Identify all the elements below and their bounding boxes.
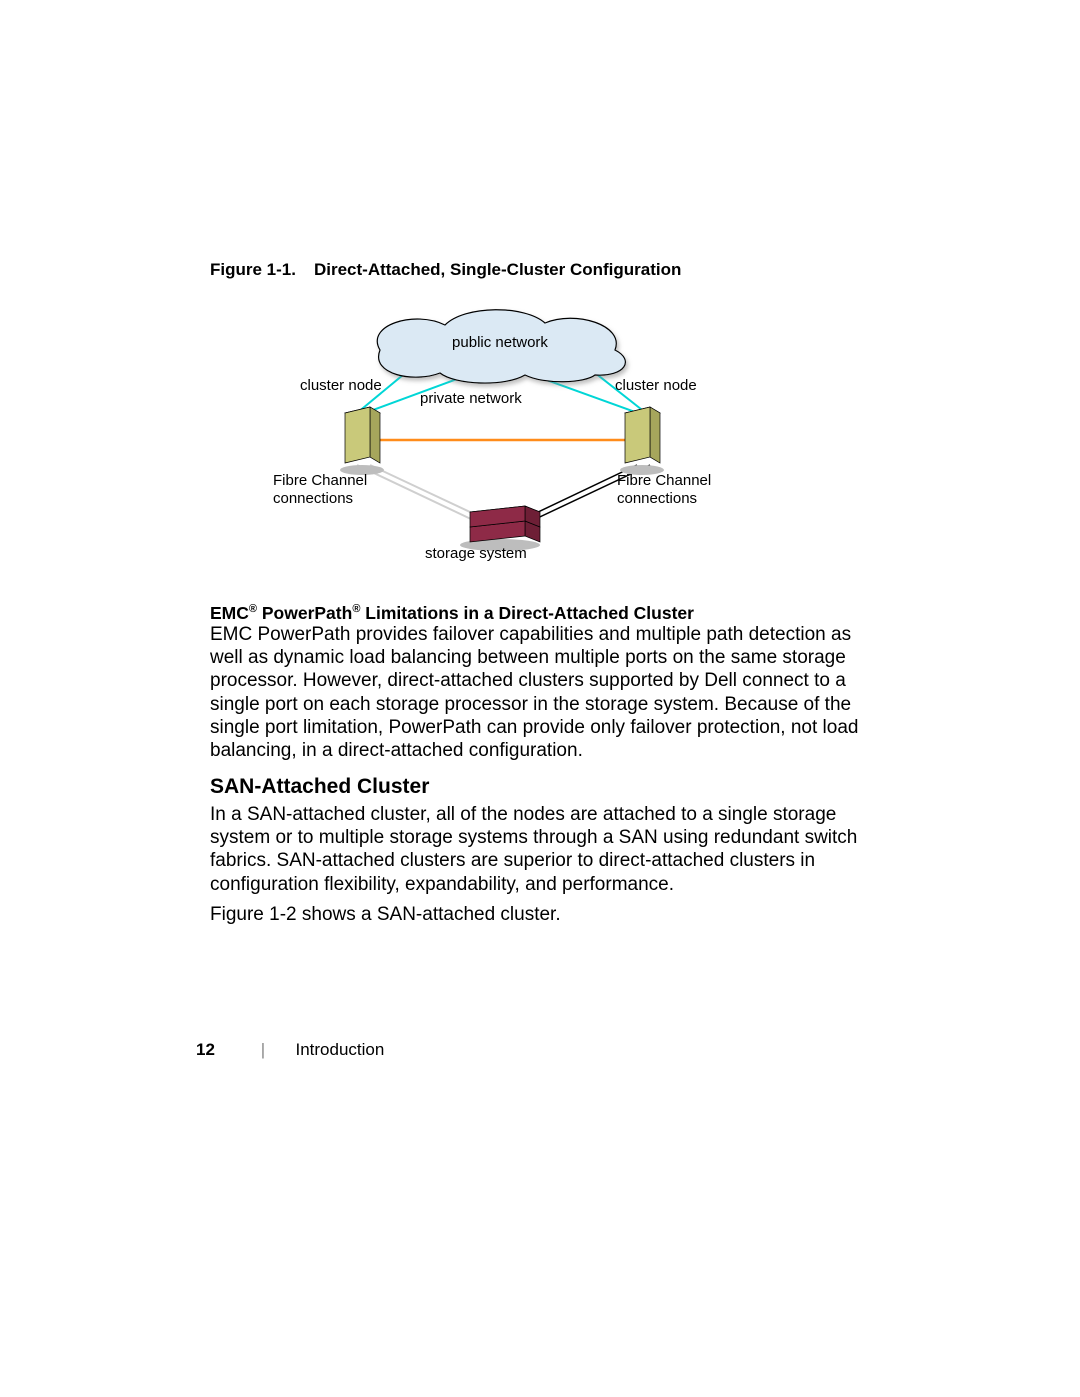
diagram: public network xyxy=(265,305,735,575)
fibre-left-label-1: Fibre Channel xyxy=(273,472,367,489)
registered-icon: ® xyxy=(249,603,257,615)
paragraph-figure-ref: Figure 1-2 shows a SAN-attached cluster. xyxy=(210,903,880,926)
cluster-node-left-label: cluster node xyxy=(300,377,382,394)
subheading-mid: PowerPath xyxy=(257,603,352,623)
page-footer: 12 | Introduction xyxy=(196,1040,384,1060)
paragraph-san: In a SAN-attached cluster, all of the no… xyxy=(210,803,880,896)
subheading-suffix: Limitations in a Direct-Attached Cluster xyxy=(360,603,694,623)
private-network-label: private network xyxy=(420,390,522,407)
storage-system-label: storage system xyxy=(425,545,527,562)
public-network-label: public network xyxy=(452,334,548,351)
subheading-prefix: EMC xyxy=(210,603,249,623)
footer-separator: | xyxy=(261,1040,291,1060)
figure-number: Figure 1-1. xyxy=(210,260,296,280)
section-heading: SAN-Attached Cluster xyxy=(210,775,429,799)
page: Figure 1-1. Direct-Attached, Single-Clust… xyxy=(0,0,1080,1397)
sub-heading: EMC® PowerPath® Limitations in a Direct-… xyxy=(210,603,694,624)
fibre-left-label-2: connections xyxy=(273,490,353,507)
cluster-node-left-icon xyxy=(340,407,384,475)
fibre-right-label-2: connections xyxy=(617,490,697,507)
cluster-node-right-icon xyxy=(620,407,664,475)
figure-caption: Figure 1-1. Direct-Attached, Single-Clust… xyxy=(210,260,681,280)
figure-title: Direct-Attached, Single-Cluster Configur… xyxy=(314,260,681,279)
fibre-right-label-1: Fibre Channel xyxy=(617,472,711,489)
paragraph-powerpath: EMC PowerPath provides failover capabili… xyxy=(210,623,880,762)
page-number: 12 xyxy=(196,1040,256,1060)
footer-section: Introduction xyxy=(295,1040,384,1059)
cluster-node-right-label: cluster node xyxy=(615,377,697,394)
